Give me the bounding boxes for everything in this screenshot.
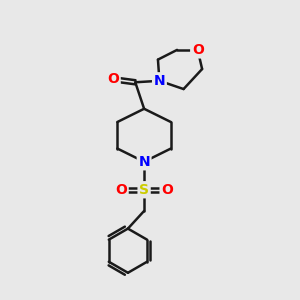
Text: O: O [115,183,127,197]
Text: N: N [138,155,150,169]
Text: O: O [161,183,173,197]
Text: O: O [107,72,119,86]
Text: S: S [139,183,149,197]
Text: O: O [192,43,204,57]
Text: N: N [154,74,165,88]
